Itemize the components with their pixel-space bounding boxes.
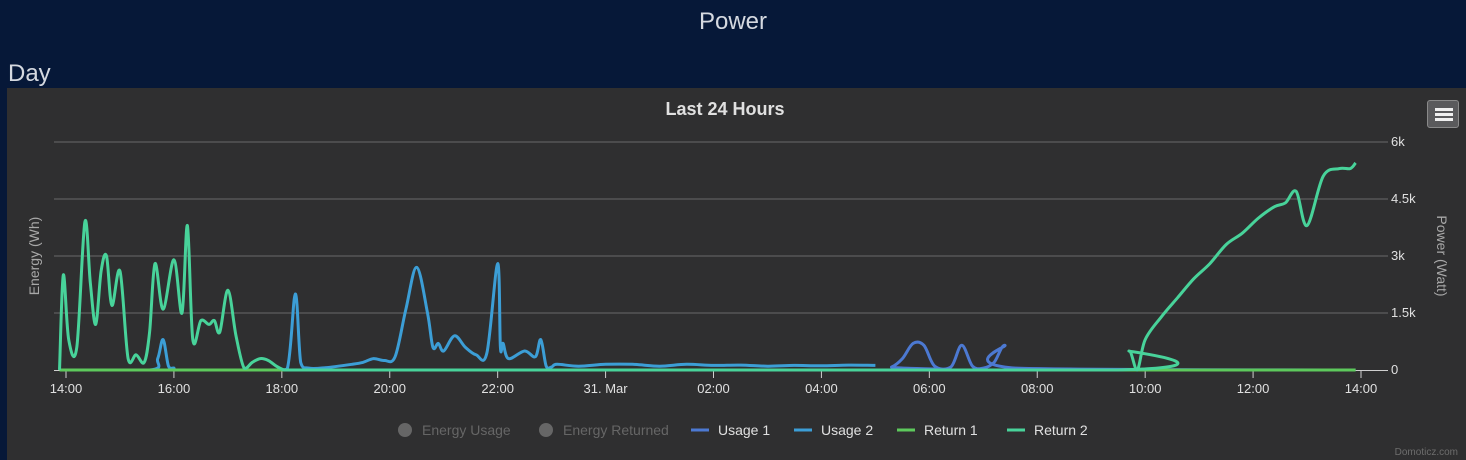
chart-title: Last 24 Hours [665, 99, 784, 119]
series-line-usage-2 [59, 262, 876, 372]
legend-label: Return 2 [1034, 422, 1088, 438]
x-tick-label: 14:00 [50, 381, 83, 396]
legend-item-return-1[interactable]: Return 1 [897, 422, 978, 438]
legend-label: Return 1 [924, 422, 978, 438]
series-lines [58, 161, 1357, 372]
x-tick-label: 31. Mar [584, 381, 629, 396]
legend-symbol-circle [398, 423, 412, 437]
y-tick-label: 1.5k [1391, 305, 1416, 320]
legend-label: Usage 2 [821, 422, 873, 438]
legend-label: Usage 1 [718, 422, 770, 438]
chart-panel: Last 24 Hours Energy (Wh) Power (Watt) 0… [7, 88, 1466, 460]
series-line-return-2 [58, 161, 1357, 372]
legend-label: Energy Usage [422, 422, 511, 438]
x-tick-label: 12:00 [1237, 381, 1270, 396]
chart-menu-button[interactable] [1427, 100, 1459, 128]
x-tick-label: 18:00 [266, 381, 299, 396]
legend-item-energy-returned[interactable]: Energy Returned [539, 422, 669, 438]
legend-item-usage-1[interactable]: Usage 1 [691, 422, 770, 438]
legend-item-energy-usage[interactable]: Energy Usage [398, 422, 511, 438]
y-tick-label: 0 [1391, 362, 1398, 377]
y-axis-ticks: 0 1.5k 3k 4.5k 6k [1391, 134, 1416, 377]
page-title: Power [698, 8, 768, 35]
x-tick-label: 04:00 [805, 381, 838, 396]
y-tick-label: 3k [1391, 248, 1405, 263]
y-axis-right-label: Power (Watt) [1434, 215, 1450, 296]
legend: Energy Usage Energy Returned Usage 1 Usage … [398, 422, 1088, 438]
power-chart: Last 24 Hours Energy (Wh) Power (Watt) 0… [26, 99, 1450, 438]
x-tick-label: 14:00 [1345, 381, 1378, 396]
legend-item-usage-2[interactable]: Usage 2 [794, 422, 873, 438]
hamburger-menu-icon [1435, 108, 1453, 111]
x-tick-label: 10:00 [1129, 381, 1162, 396]
y-axis-left-label: Energy (Wh) [26, 217, 42, 296]
x-axis: 14:00 16:00 18:00 20:00 22:00 31. Mar 02:00 04:… [50, 370, 1388, 396]
credits-link[interactable]: Domoticz.com [1394, 447, 1458, 458]
x-tick-label: 02:00 [697, 381, 730, 396]
x-tick-label: 16:00 [158, 381, 191, 396]
x-tick-label: 22:00 [481, 381, 514, 396]
y-tick-label: 4.5k [1391, 191, 1416, 206]
section-title: Day [8, 60, 51, 87]
legend-label: Energy Returned [563, 422, 669, 438]
x-tick-label: 20:00 [373, 381, 406, 396]
y-tick-label: 6k [1391, 134, 1405, 149]
x-tick-label: 06:00 [913, 381, 946, 396]
hamburger-menu-icon-bar [1435, 118, 1453, 121]
legend-symbol-circle [539, 423, 553, 437]
legend-item-return-2[interactable]: Return 2 [1007, 422, 1088, 438]
hamburger-menu-icon-bar [1435, 113, 1453, 116]
x-tick-label: 08:00 [1021, 381, 1054, 396]
